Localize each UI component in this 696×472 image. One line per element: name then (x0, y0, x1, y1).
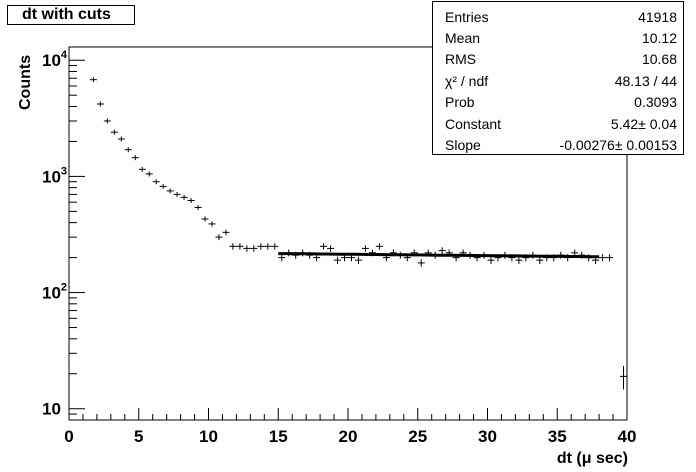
data-point (278, 254, 286, 262)
fit-line (278, 252, 600, 259)
data-point (110, 129, 118, 135)
data-point (103, 118, 111, 124)
data-point (208, 221, 216, 227)
stats-label: Slope (445, 137, 481, 153)
data-point (361, 245, 369, 252)
y-tick-exponent: 3 (61, 165, 67, 177)
data-point (354, 256, 362, 264)
histogram-title: dt with cuts (7, 5, 135, 25)
data-point (438, 247, 446, 254)
data-point (96, 101, 104, 107)
stats-row-constant: Constant 5.42± 0.04 (433, 114, 683, 135)
x-axis-title: dt (μ sec) (556, 450, 628, 467)
data-point (620, 365, 628, 390)
stats-value: -0.00276± 0.00153 (559, 137, 677, 153)
data-point (320, 243, 328, 250)
stats-label: RMS (445, 51, 477, 67)
stats-value: 0.3093 (634, 94, 677, 110)
y-tick-label: 103 (42, 165, 67, 186)
y-axis-title: Counts (17, 54, 34, 110)
data-point (599, 254, 607, 262)
stats-value: 5.42± 0.04 (610, 116, 677, 132)
data-point (152, 179, 160, 185)
data-point (243, 245, 251, 252)
data-point (236, 243, 244, 250)
stats-value: 41918 (638, 9, 677, 25)
x-tick-label: 5 (134, 427, 143, 446)
y-tick-labels: 10 102 103 104 (42, 49, 68, 419)
stats-row-entries: Entries 41918 (433, 7, 683, 28)
data-point (173, 191, 181, 197)
data-point (180, 194, 188, 200)
x-tick-labels: 0 5 10 15 20 25 30 35 40 (64, 427, 636, 446)
x-tick-label: 40 (618, 427, 637, 446)
data-point (375, 243, 383, 250)
data-point (417, 259, 425, 267)
stats-value: 48.13 / 44 (614, 73, 677, 89)
data-point (89, 77, 97, 83)
data-point (138, 166, 146, 172)
data-point (145, 171, 153, 177)
stats-label: χ² / ndf (445, 73, 489, 89)
data-point (334, 256, 342, 264)
stats-value: 10.12 (641, 30, 677, 46)
x-tick-label: 15 (269, 427, 288, 446)
stats-label: Constant (445, 116, 502, 132)
data-point (131, 155, 139, 161)
x-tick-label: 25 (408, 427, 427, 446)
stats-value: 10.68 (641, 51, 677, 67)
y-tick-label: 104 (42, 49, 68, 70)
stats-row-mean: Mean 10.12 (433, 28, 683, 49)
stats-box: Entries 41918 Mean 10.12 RMS 10.68 χ² / … (432, 1, 684, 155)
axis-ticks (68, 59, 628, 421)
data-point (215, 234, 223, 241)
stats-row-rms: RMS 10.68 (433, 49, 683, 70)
data-point (536, 256, 544, 264)
data-point (257, 243, 265, 250)
data-point (187, 198, 195, 204)
data-point (117, 136, 125, 142)
data-point (271, 243, 279, 250)
stats-row-prob: Prob 0.3093 (433, 92, 683, 113)
y-tick-exponent: 2 (61, 282, 67, 294)
stats-row-chi2: χ² / ndf 48.13 / 44 (433, 71, 683, 92)
stats-label: Entries (445, 9, 489, 25)
y-tick-label: 10 (42, 400, 61, 419)
data-point (222, 229, 230, 236)
data-point (487, 256, 495, 264)
data-point (327, 245, 335, 252)
data-point (250, 245, 258, 252)
data-point (124, 147, 132, 153)
x-tick-label: 35 (548, 427, 567, 446)
x-tick-label: 30 (478, 427, 497, 446)
x-tick-label: 0 (64, 427, 73, 446)
data-point (166, 188, 174, 194)
stats-row-slope: Slope -0.00276± 0.00153 (433, 135, 683, 156)
data-point (515, 256, 523, 264)
y-tick-label: 102 (42, 282, 67, 303)
stats-label: Prob (445, 94, 475, 110)
y-tick-exponent: 4 (61, 49, 68, 61)
stats-label: Mean (445, 30, 481, 46)
data-point (201, 216, 209, 222)
x-tick-label: 20 (339, 427, 358, 446)
data-point (229, 243, 237, 250)
data-point (194, 204, 202, 210)
data-point (264, 243, 272, 250)
data-point (159, 183, 167, 189)
x-tick-label: 10 (199, 427, 218, 446)
data-point (606, 254, 614, 262)
